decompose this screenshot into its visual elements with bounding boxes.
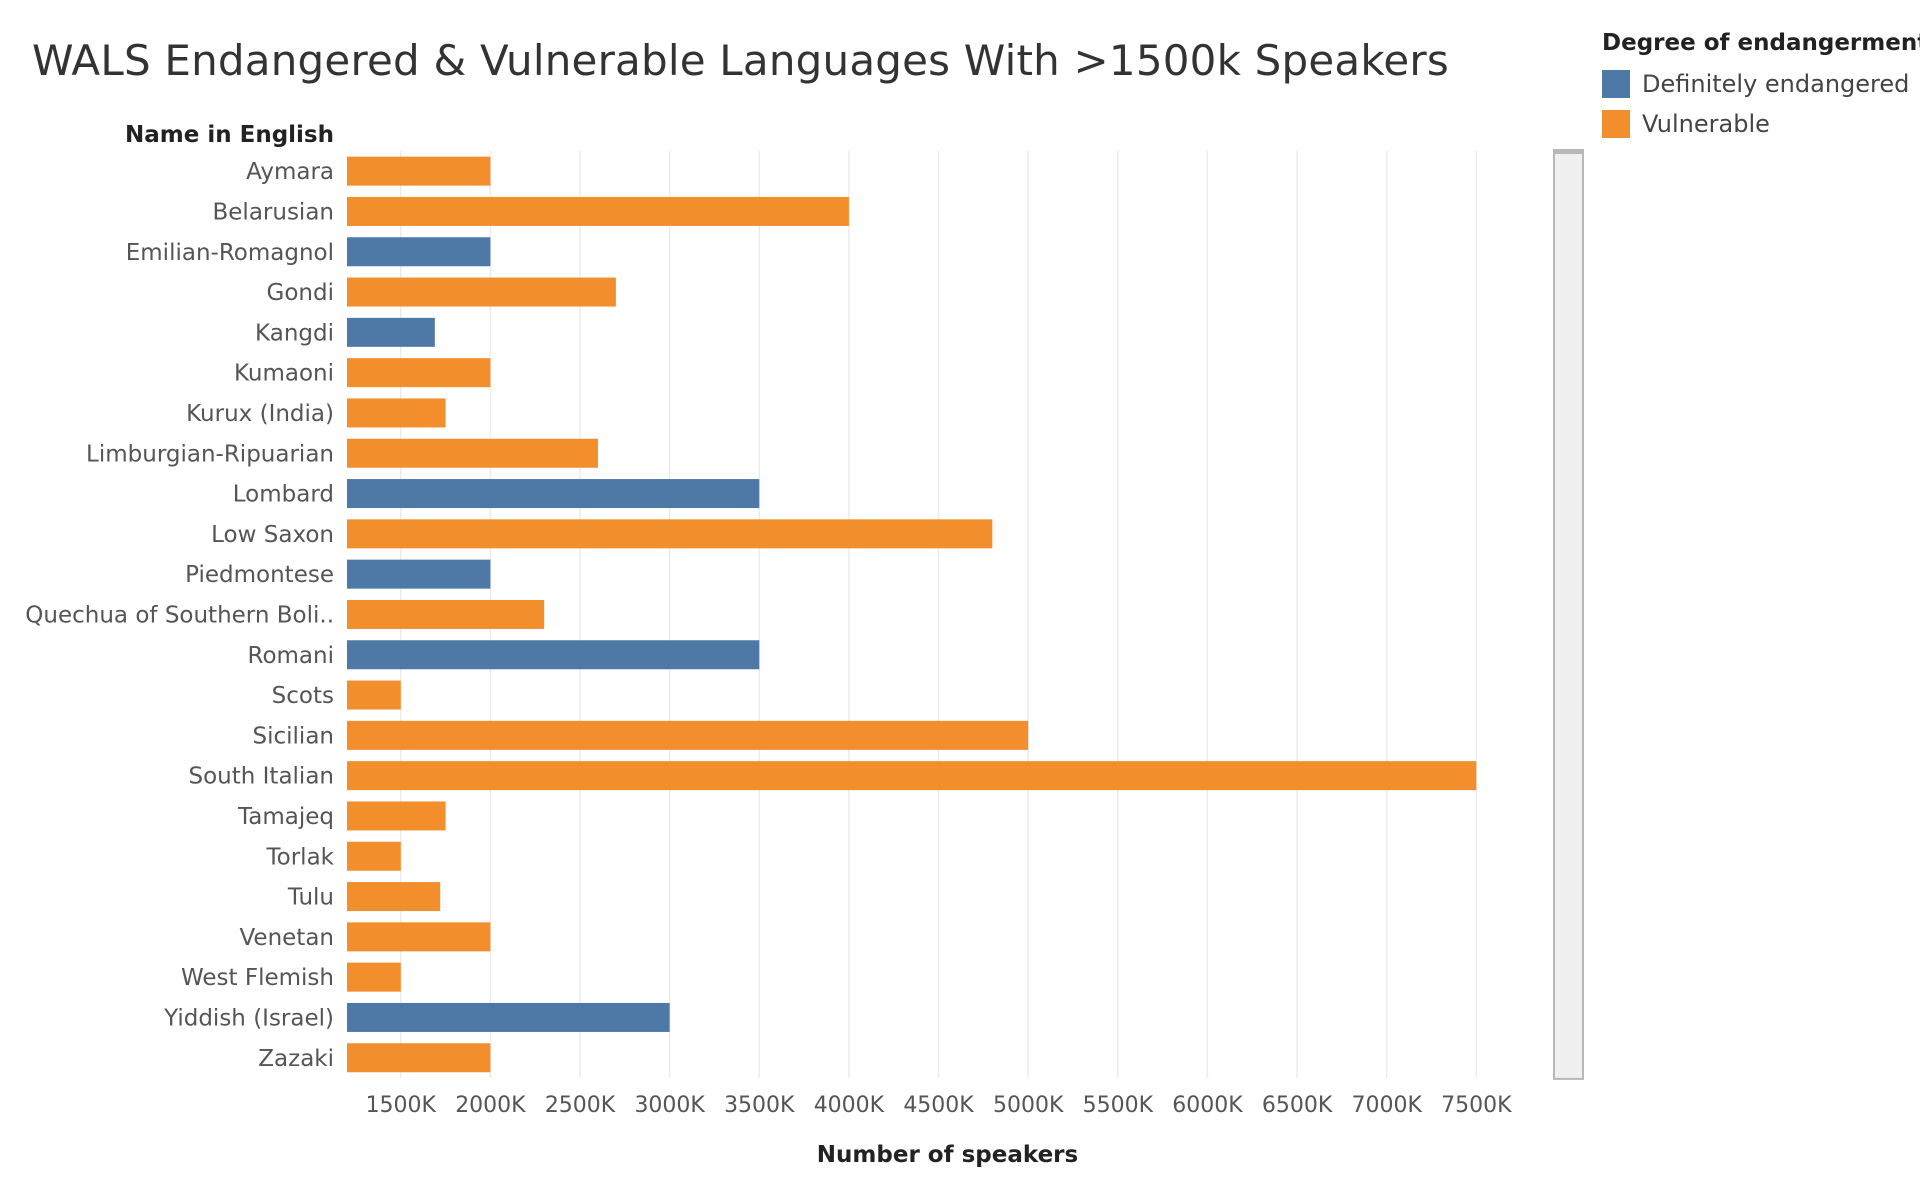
bar-limburgian-ripuarian (347, 438, 598, 468)
bar-aymara (347, 156, 491, 186)
bar-scots (347, 680, 401, 710)
category-label-aymara: Aymara (246, 159, 334, 185)
legend-label-definitely-endangered: Definitely endangered (1642, 70, 1910, 98)
bar-zazaki (347, 1043, 491, 1073)
bar-yiddish-israel (347, 1002, 670, 1032)
legend-item-definitely-endangered[interactable]: Definitely endangered (1602, 64, 1912, 104)
category-label-south-italian: South Italian (188, 764, 334, 790)
legend-swatch-definitely-endangered (1602, 70, 1630, 98)
scrollbar[interactable] (1553, 149, 1584, 1080)
legend-label-vulnerable: Vulnerable (1642, 110, 1770, 138)
bar-romani (347, 640, 760, 670)
category-label-scots: Scots (272, 683, 334, 709)
bar-torlak (347, 841, 401, 871)
legend: Degree of endangerment Definitely endang… (1602, 30, 1920, 144)
x-tick-label-4500k: 4500K (903, 1093, 974, 1118)
row-header: Name in English (125, 122, 334, 148)
x-tick-label-6500k: 6500K (1262, 1093, 1333, 1118)
category-label-kumaoni: Kumaoni (234, 361, 334, 387)
bar-belarusian (347, 196, 849, 226)
category-label-kurux-india: Kurux (India) (186, 401, 334, 427)
bar-quechua-of-southern-boli (347, 599, 545, 629)
category-label-yiddish-israel: Yiddish (Israel) (163, 1005, 334, 1031)
category-label-venetan: Venetan (239, 925, 334, 951)
category-label-gondi: Gondi (267, 280, 334, 306)
x-tick-label-7000k: 7000K (1351, 1093, 1422, 1118)
bar-kumaoni (347, 358, 491, 388)
x-tick-label-1500k: 1500K (366, 1093, 437, 1118)
category-label-low-saxon: Low Saxon (211, 522, 334, 548)
category-label-limburgian-ripuarian: Limburgian-Ripuarian (86, 441, 334, 467)
category-label-piedmontese: Piedmontese (185, 562, 334, 588)
bar-tamajeq (347, 801, 446, 831)
category-label-zazaki: Zazaki (258, 1046, 334, 1072)
category-label-west-flemish: West Flemish (181, 965, 334, 991)
x-tick-label-2500k: 2500K (545, 1093, 616, 1118)
legend-item-vulnerable[interactable]: Vulnerable (1602, 104, 1912, 144)
chart-title: WALS Endangered & Vulnerable Languages W… (32, 36, 1449, 85)
bar-piedmontese (347, 559, 491, 589)
category-label-lombard: Lombard (233, 482, 334, 508)
bar-venetan (347, 922, 491, 952)
x-tick-label-3500k: 3500K (724, 1093, 795, 1118)
category-label-tamajeq: Tamajeq (237, 804, 334, 830)
bar-gondi (347, 277, 616, 307)
category-label-emilian-romagnol: Emilian-Romagnol (126, 240, 334, 266)
x-tick-label-4000k: 4000K (814, 1093, 885, 1118)
x-tick-label-5500k: 5500K (1083, 1093, 1154, 1118)
bar-tulu (347, 882, 441, 912)
category-label-tulu: Tulu (287, 885, 334, 911)
category-label-romani: Romani (248, 643, 335, 669)
x-tick-label-6000k: 6000K (1172, 1093, 1243, 1118)
category-label-torlak: Torlak (266, 844, 335, 870)
category-label-quechua-of-southern-boli: Quechua of Southern Boli.. (25, 602, 334, 628)
scrollbar-top-edge (1554, 150, 1583, 154)
bar-kangdi (347, 317, 435, 347)
category-label-belarusian: Belarusian (213, 199, 335, 225)
legend-title: Degree of endangerment (1602, 30, 1920, 56)
category-label-sicilian: Sicilian (253, 723, 334, 749)
bar-kurux-india (347, 398, 446, 428)
x-tick-label-7500k: 7500K (1441, 1093, 1512, 1118)
bar-lombard (347, 479, 760, 509)
legend-swatch-vulnerable (1602, 110, 1630, 138)
category-label-kangdi: Kangdi (255, 320, 334, 346)
x-tick-label-2000k: 2000K (455, 1093, 526, 1118)
bar-south-italian (347, 761, 1477, 791)
bar-sicilian (347, 720, 1029, 750)
bar-emilian-romagnol (347, 237, 491, 267)
bar-west-flemish (347, 962, 401, 992)
x-tick-label-3000k: 3000K (634, 1093, 705, 1118)
x-axis-title: Number of speakers (817, 1142, 1078, 1168)
bar-low-saxon (347, 519, 993, 549)
x-tick-label-5000k: 5000K (993, 1093, 1064, 1118)
